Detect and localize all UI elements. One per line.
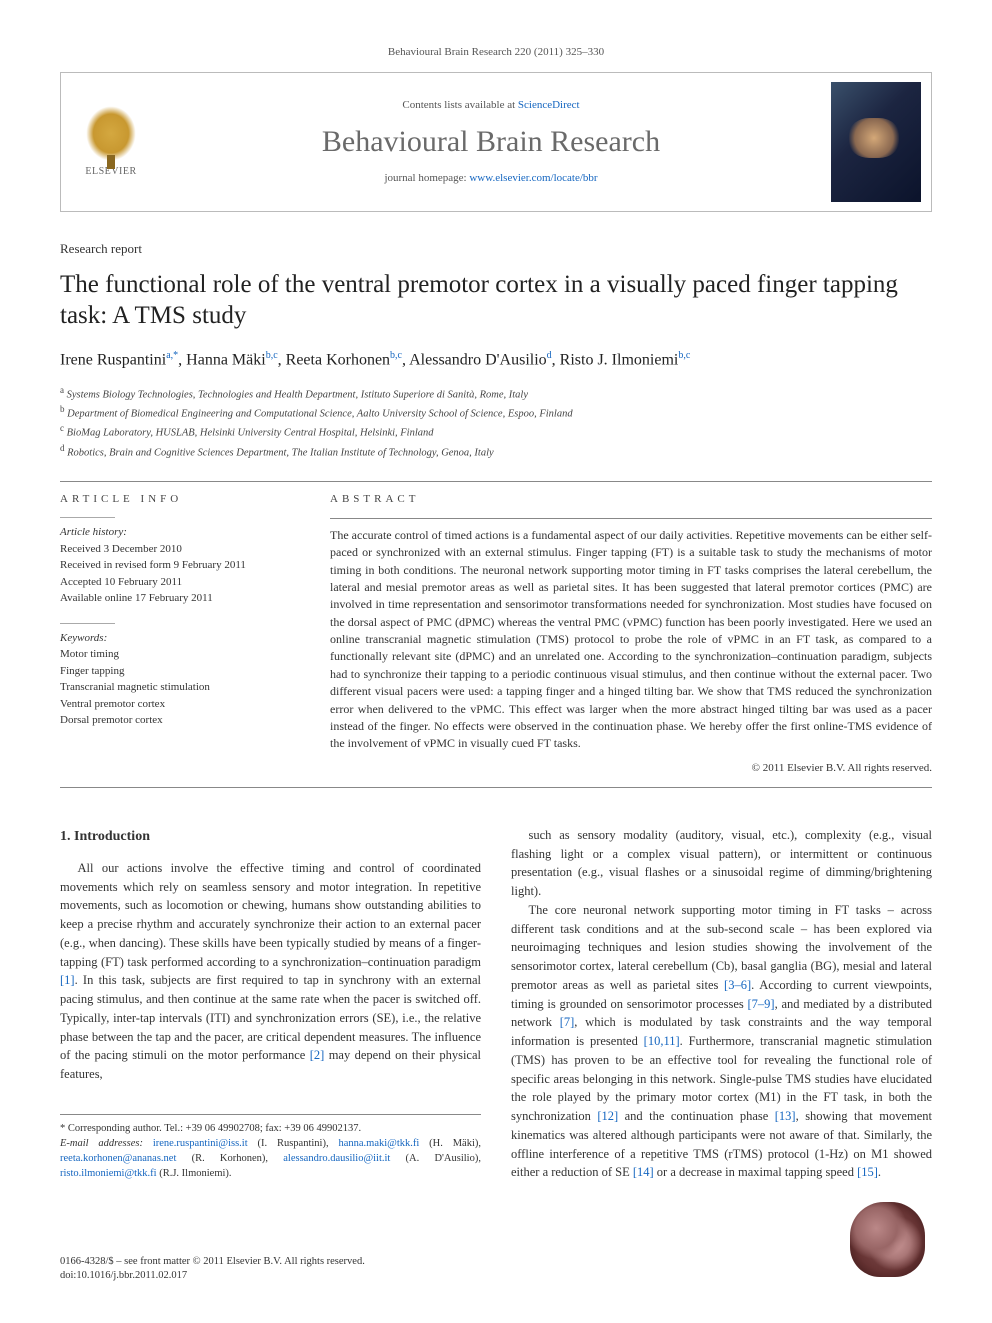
journal-homepage-link[interactable]: www.elsevier.com/locate/bbr: [469, 172, 597, 184]
citation-ref[interactable]: [15]: [857, 1165, 878, 1179]
running-header: Behavioural Brain Research 220 (2011) 32…: [60, 45, 932, 60]
citation-ref[interactable]: [13]: [775, 1109, 796, 1123]
abstract-copyright: © 2011 Elsevier B.V. All rights reserved…: [330, 761, 932, 777]
affiliations-list: a Systems Biology Technologies, Technolo…: [60, 384, 932, 461]
keyword-line: Transcranial magnetic stimulation: [60, 679, 290, 696]
affiliation-line: a Systems Biology Technologies, Technolo…: [60, 384, 932, 403]
keyword-line: Motor timing: [60, 646, 290, 663]
emails-label: E-mail addresses:: [60, 1138, 153, 1149]
abstract-column: ABSTRACT The accurate control of timed a…: [330, 492, 932, 777]
email-link[interactable]: irene.ruspantini@iss.it: [153, 1138, 248, 1149]
introduction-heading: 1. Introduction: [60, 826, 481, 847]
citation-ref[interactable]: [7]: [560, 1015, 575, 1029]
brain-icon: [850, 1202, 925, 1277]
body-paragraph: All our actions involve the effective ti…: [60, 859, 481, 1084]
abstract-text: The accurate control of timed actions is…: [330, 527, 932, 753]
history-label: Article history:: [60, 526, 127, 538]
issn-line: 0166-4328/$ – see front matter © 2011 El…: [60, 1255, 842, 1270]
article-title: The functional role of the ventral premo…: [60, 269, 932, 332]
email-link[interactable]: hanna.maki@tkk.fi: [338, 1138, 419, 1149]
sciencedirect-link[interactable]: ScienceDirect: [518, 99, 580, 111]
footer-graphic: [842, 1194, 932, 1284]
journal-homepage-line: journal homepage: www.elsevier.com/locat…: [384, 171, 597, 186]
citation-ref[interactable]: [3–6]: [724, 978, 751, 992]
citation-ref[interactable]: [7–9]: [748, 997, 775, 1011]
corresponding-author-footnote: * Corresponding author. Tel.: +39 06 499…: [60, 1114, 481, 1182]
citation-ref[interactable]: [14]: [633, 1165, 654, 1179]
divider: [60, 481, 932, 482]
doi-line: doi:10.1016/j.bbr.2011.02.017: [60, 1269, 842, 1284]
contents-prefix: Contents lists available at: [402, 99, 517, 111]
divider: [60, 787, 932, 788]
history-line: Received 3 December 2010: [60, 541, 290, 558]
citation-ref[interactable]: [12]: [597, 1109, 618, 1123]
article-body: 1. Introduction All our actions involve …: [60, 826, 932, 1182]
publisher-logo-block: ELSEVIER: [61, 73, 161, 211]
elsevier-tree-icon: [86, 106, 136, 161]
keyword-line: Finger tapping: [60, 663, 290, 680]
journal-name: Behavioural Brain Research: [322, 121, 660, 163]
author-list: Irene Ruspantinia,*, Hanna Mäkib,c, Reet…: [60, 349, 932, 372]
body-paragraph: such as sensory modality (auditory, visu…: [511, 826, 932, 901]
body-paragraph: The core neuronal network supporting mot…: [511, 901, 932, 1182]
corresponding-line: * Corresponding author. Tel.: +39 06 499…: [60, 1121, 481, 1136]
page-footer: 0166-4328/$ – see front matter © 2011 El…: [60, 1194, 932, 1284]
keywords-label: Keywords:: [60, 632, 107, 644]
homepage-prefix: journal homepage:: [384, 172, 469, 184]
citation-ref[interactable]: [1]: [60, 973, 75, 987]
history-line: Received in revised form 9 February 2011: [60, 557, 290, 574]
citation-ref[interactable]: [2]: [310, 1048, 325, 1062]
article-history-block: Article history: Received 3 December 201…: [60, 517, 290, 607]
keywords-block: Keywords: Motor timingFinger tappingTran…: [60, 623, 290, 729]
journal-masthead: ELSEVIER Contents lists available at Sci…: [60, 72, 932, 212]
abstract-label: ABSTRACT: [330, 492, 932, 508]
keyword-line: Dorsal premotor cortex: [60, 712, 290, 729]
affiliation-line: d Robotics, Brain and Cognitive Sciences…: [60, 442, 932, 461]
journal-cover-thumb: [821, 73, 931, 211]
citation-ref[interactable]: [10,11]: [644, 1034, 680, 1048]
email-link[interactable]: alessandro.dausilio@iit.it: [283, 1153, 390, 1164]
email-addresses: E-mail addresses: irene.ruspantini@iss.i…: [60, 1136, 481, 1182]
article-type: Research report: [60, 240, 932, 258]
article-info-label: ARTICLE INFO: [60, 492, 290, 507]
email-link[interactable]: risto.ilmoniemi@tkk.fi: [60, 1168, 157, 1179]
contents-available-line: Contents lists available at ScienceDirec…: [402, 98, 579, 113]
history-line: Available online 17 February 2011: [60, 590, 290, 607]
affiliation-line: b Department of Biomedical Engineering a…: [60, 403, 932, 422]
keyword-line: Ventral premotor cortex: [60, 696, 290, 713]
email-link[interactable]: reeta.korhonen@ananas.net: [60, 1153, 176, 1164]
article-info-column: ARTICLE INFO Article history: Received 3…: [60, 492, 290, 777]
affiliation-line: c BioMag Laboratory, HUSLAB, Helsinki Un…: [60, 422, 932, 441]
cover-image: [831, 82, 921, 202]
history-line: Accepted 10 February 2011: [60, 574, 290, 591]
